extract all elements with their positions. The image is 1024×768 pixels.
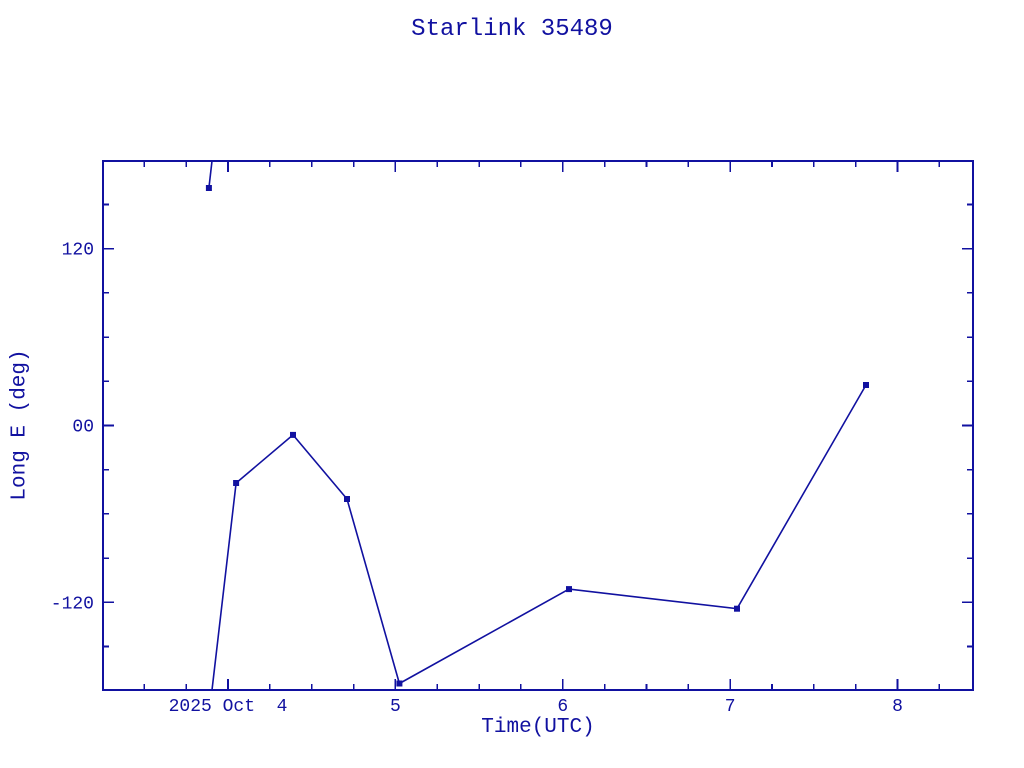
tick-labels: 2025 Oct 4 5 6 7 8 120 00 -120: [51, 241, 903, 717]
y-tick-label: 00: [72, 418, 94, 438]
data-point-marker: [863, 382, 869, 388]
axes-box: [102, 160, 974, 691]
x-tick-label: 6: [557, 697, 568, 717]
x-axis-ticks: [143, 161, 941, 690]
y-tick-label: 120: [62, 241, 94, 261]
y-axis-ticks: [103, 203, 973, 648]
data-point-marker: [205, 185, 212, 191]
x-tick-label: 8: [892, 697, 903, 717]
x-tick-label: 5: [390, 697, 401, 717]
data-point-marker: [233, 480, 240, 486]
chart-title: Starlink 35489: [411, 16, 613, 43]
data-point-marker: [566, 586, 572, 593]
series-line: [208, 160, 867, 691]
data-point-markers: [205, 185, 869, 687]
data-point-marker: [344, 496, 350, 502]
x-tick-label: 2025 Oct 4: [169, 697, 288, 717]
data-point-marker: [396, 680, 403, 687]
data-point-marker: [290, 431, 296, 438]
x-axis-title: Time(UTC): [481, 716, 595, 739]
x-tick-label: 7: [725, 697, 736, 717]
data-point-marker: [734, 605, 740, 612]
y-tick-label: -120: [51, 594, 94, 614]
